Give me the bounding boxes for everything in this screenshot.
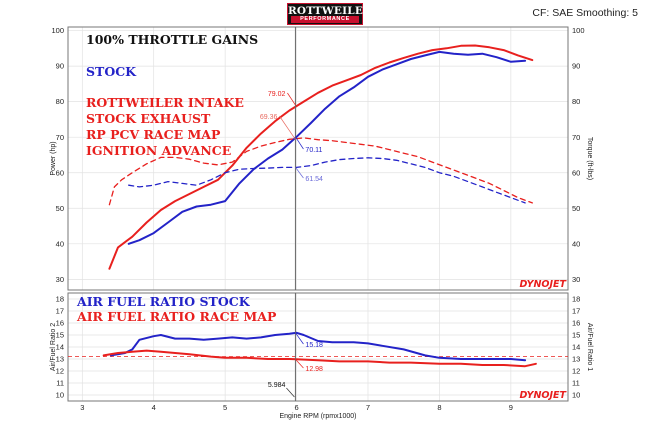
y-tick-label: 10 — [56, 391, 64, 400]
dynojet-watermark: DYNOJET — [519, 279, 567, 290]
cursor-leader-line — [279, 115, 296, 140]
cursor-leader-line — [286, 387, 295, 398]
y-tick-label: 40 — [56, 239, 64, 248]
y-tick-label-right: 60 — [572, 168, 580, 177]
chart-panel-2: 10 10 11 11 12 12 13 13 14 14 15 15 16 16 17 17 18 18 Air/… — [50, 292, 593, 402]
cursor-value-intake-torque: 69.36 — [260, 114, 278, 121]
legend-annotation: RP PCV RACE MAP — [86, 127, 221, 142]
logo-text: ROTTWEILER — [288, 5, 372, 17]
plot-frame — [67, 292, 569, 402]
y-tick-label: 15 — [56, 331, 64, 340]
x-tick-label: 9 — [509, 403, 513, 412]
cursor-value-stock-power: 70.11 — [305, 147, 322, 154]
y-tick-label-right: 17 — [572, 307, 580, 316]
x-tick-label: 4 — [152, 403, 156, 412]
series-line-2 — [108, 44, 534, 270]
series-line-1 — [109, 331, 527, 362]
x-tick-label: 5 — [223, 403, 227, 412]
cursor-rpm-readout: 5.984 — [268, 382, 286, 389]
legend-annotation: IGNITION ADVANCE — [86, 143, 231, 158]
x-tick-label: 7 — [366, 403, 370, 412]
y-tick-label-right: 10 — [572, 391, 580, 400]
cursor-value-afr-race: 12.98 — [305, 366, 323, 373]
cursor-leader-line — [295, 136, 304, 150]
cursor-leader-line — [295, 332, 304, 345]
plot-frame — [67, 26, 569, 291]
series-line-3 — [128, 157, 526, 204]
chart-panel-1: 30 30 40 40 50 50 60 60 70 70 80 80 90 90 100 100 Power … — [50, 26, 593, 291]
y-tick-label: 18 — [56, 295, 64, 304]
cursor-value-stock-torque: 61.54 — [305, 176, 323, 183]
y-tick-label-right: 50 — [572, 204, 580, 213]
correction-factor-info: CF: SAE Smoothing: 5 — [532, 7, 638, 19]
rottweiler-logo: ROTTWEILER PERFORMANCE — [287, 3, 372, 25]
y-tick-label-right: 90 — [572, 62, 580, 71]
y-tick-label: 16 — [56, 319, 64, 328]
y-tick-label: 12 — [56, 367, 64, 376]
y-axis-title-right: Air/Fuel Ratio 1 — [586, 323, 593, 371]
x-axis-title: Engine RPM (rpmx1000) — [279, 413, 356, 420]
y-tick-label: 90 — [56, 62, 64, 71]
y-tick-label-right: 18 — [572, 295, 580, 304]
y-tick-label: 80 — [56, 97, 64, 106]
y-axis-title: Air/Fuel Ratio 2 — [50, 323, 57, 371]
legend-annotation: STOCK — [86, 64, 137, 79]
y-tick-label-right: 11 — [572, 379, 580, 388]
cursor-value-intake-power: 79.02 — [268, 91, 286, 98]
y-tick-label: 17 — [56, 307, 64, 316]
y-tick-label-right: 40 — [572, 239, 580, 248]
y-tick-label-right: 16 — [572, 319, 580, 328]
legend-annotation: STOCK EXHAUST — [86, 111, 211, 126]
legend-annotation: AIR FUEL RATIO RACE MAP — [76, 309, 277, 324]
legend-annotation: AIR FUEL RATIO STOCK — [76, 294, 251, 309]
logo-subtext: PERFORMANCE — [291, 16, 359, 23]
x-tick-label: 8 — [437, 403, 441, 412]
y-tick-label-right: 13 — [572, 355, 580, 364]
series-line-4 — [108, 137, 533, 206]
series-line-1 — [127, 50, 527, 245]
y-tick-label-right: 100 — [572, 26, 585, 35]
x-tick-label: 3 — [80, 403, 84, 412]
y-tick-label: 60 — [56, 168, 64, 177]
y-tick-label: 70 — [56, 133, 64, 142]
chart-title: 100% THROTTLE GAINS — [86, 32, 258, 47]
y-tick-label: 30 — [56, 275, 64, 284]
cursor-leader-line — [295, 359, 304, 369]
y-tick-label-right: 30 — [572, 275, 580, 284]
legend-annotation: ROTTWEILER INTAKE — [86, 95, 244, 110]
cursor-value-afr-stock: 15.18 — [305, 342, 323, 349]
dynojet-watermark: DYNOJET — [519, 390, 567, 401]
y-tick-label-right: 15 — [572, 331, 580, 340]
series-line-2 — [102, 349, 537, 368]
y-tick-label-right: 14 — [572, 343, 580, 352]
y-tick-label: 50 — [56, 204, 64, 213]
x-tick-label: 6 — [294, 403, 298, 412]
y-axis-title-right: Torque (ft-lbs) — [586, 137, 593, 180]
y-tick-label: 14 — [56, 343, 64, 352]
y-tick-label-right: 70 — [572, 133, 580, 142]
cursor-leader-line — [287, 92, 296, 106]
cursor-leader-line — [295, 167, 304, 179]
y-tick-label: 13 — [56, 355, 64, 364]
y-tick-label: 11 — [56, 379, 64, 388]
y-tick-label: 100 — [51, 26, 64, 35]
y-tick-label-right: 80 — [572, 97, 580, 106]
y-tick-label-right: 12 — [572, 367, 580, 376]
y-axis-title: Power (hp) — [50, 141, 57, 175]
